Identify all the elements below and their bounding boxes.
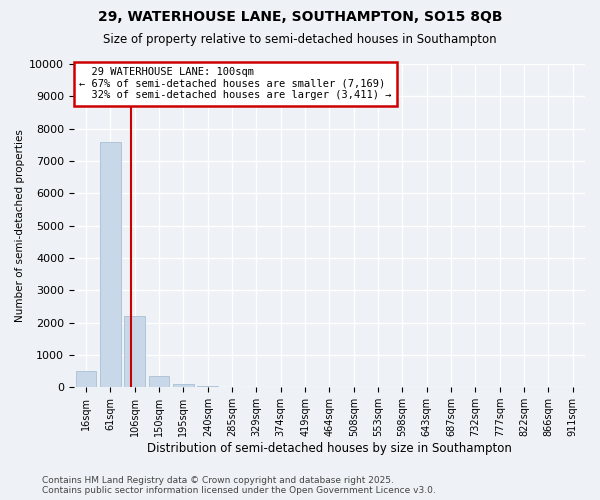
Y-axis label: Number of semi-detached properties: Number of semi-detached properties xyxy=(15,129,25,322)
Bar xyxy=(124,316,145,387)
X-axis label: Distribution of semi-detached houses by size in Southampton: Distribution of semi-detached houses by … xyxy=(147,442,512,455)
Text: 29 WATERHOUSE LANE: 100sqm
← 67% of semi-detached houses are smaller (7,169)
  3: 29 WATERHOUSE LANE: 100sqm ← 67% of semi… xyxy=(79,67,392,100)
Bar xyxy=(173,384,194,387)
Text: Contains HM Land Registry data © Crown copyright and database right 2025.
Contai: Contains HM Land Registry data © Crown c… xyxy=(42,476,436,495)
Text: 29, WATERHOUSE LANE, SOUTHAMPTON, SO15 8QB: 29, WATERHOUSE LANE, SOUTHAMPTON, SO15 8… xyxy=(98,10,502,24)
Bar xyxy=(100,142,121,387)
Text: Size of property relative to semi-detached houses in Southampton: Size of property relative to semi-detach… xyxy=(103,32,497,46)
Bar xyxy=(149,376,169,387)
Bar xyxy=(197,386,218,387)
Bar xyxy=(76,371,97,387)
